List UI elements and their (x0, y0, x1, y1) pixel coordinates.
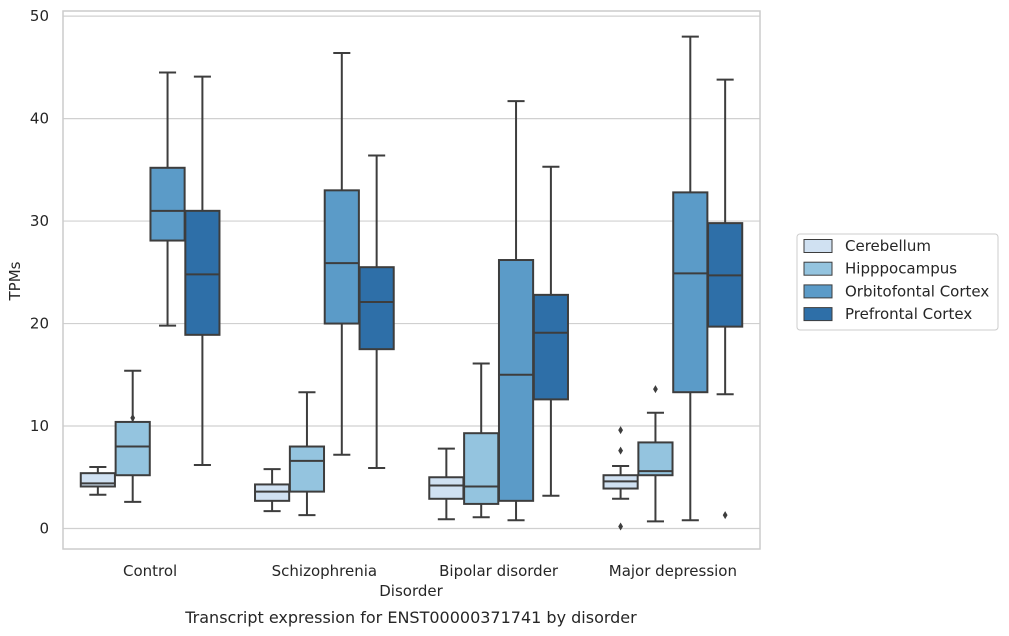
box-group (463, 362, 500, 519)
outlier-point (130, 413, 136, 422)
box-group (637, 385, 674, 523)
legend-swatch (803, 261, 833, 276)
box-group (358, 154, 395, 470)
box (637, 441, 674, 477)
box (184, 209, 221, 336)
legend-item: Cerebellum (803, 237, 931, 255)
outlier-point (653, 385, 658, 394)
series-2 (149, 35, 709, 522)
legend-label: Cerebellum (845, 237, 931, 255)
series-0 (79, 426, 639, 531)
box (288, 445, 326, 493)
box-group (254, 468, 291, 513)
box (672, 191, 709, 394)
x-axis-title: Disorder (379, 582, 443, 600)
box-group (428, 447, 465, 521)
box (254, 483, 291, 502)
y-tick-label: 0 (39, 520, 49, 538)
box (114, 420, 151, 477)
x-tick-label: Bipolar disorder (439, 562, 559, 580)
legend-label: Orbitofontal Cortex (845, 282, 989, 300)
y-tick-labels: 0 10 20 30 40 50 (30, 7, 49, 537)
box-group (323, 52, 360, 456)
box (358, 266, 395, 351)
y-axis-title: TPMs (6, 261, 24, 301)
box-group (672, 35, 709, 522)
series-1 (114, 362, 674, 523)
box-group (602, 426, 639, 531)
y-tick-label: 20 (30, 315, 49, 333)
legend-item: Hipppocampus (803, 260, 957, 278)
legend-label: Hipppocampus (845, 260, 957, 278)
box (497, 259, 535, 502)
y-tick-label: 40 (30, 110, 49, 128)
legend-swatch (803, 284, 833, 299)
outlier-point (722, 511, 728, 520)
box-group (532, 165, 569, 497)
box-group (79, 466, 116, 496)
box-series (79, 35, 744, 531)
box (79, 472, 116, 488)
x-tick-label: Major depression (609, 562, 737, 580)
box (532, 293, 569, 401)
x-tick-labels: Control Schizophrenia Bipolar disorder Majo… (123, 562, 737, 580)
box-group (707, 78, 744, 520)
y-tick-label: 10 (30, 417, 49, 435)
y-tick-label: 30 (30, 212, 49, 230)
x-tick-label: Control (123, 562, 177, 580)
outlier-point (618, 426, 623, 435)
box-group (149, 71, 186, 327)
legend-label: Prefrontal Cortex (845, 305, 972, 323)
y-tick-label: 50 (30, 7, 49, 25)
legend-item: Prefrontal Cortex (803, 305, 972, 323)
figure-caption: Transcript expression for ENST0000037174… (184, 608, 637, 627)
legend-frame (796, 233, 999, 331)
plot-frame (62, 10, 761, 550)
outlier-point (618, 522, 623, 531)
series-3 (184, 75, 744, 520)
box-group (288, 391, 326, 517)
box (149, 166, 186, 242)
legend: Cerebellum Hipppocampus Orbitofontal Corte… (796, 233, 999, 331)
box-group (184, 75, 221, 466)
outlier-point (618, 446, 623, 455)
legend-swatch (803, 239, 833, 253)
x-tick-label: Schizophrenia (272, 562, 377, 580)
box (323, 189, 360, 325)
box-group (114, 369, 151, 503)
legend-swatch (803, 307, 833, 322)
box (428, 476, 465, 500)
box (463, 432, 500, 505)
legend-item: Orbitofontal Cortex (803, 282, 989, 300)
